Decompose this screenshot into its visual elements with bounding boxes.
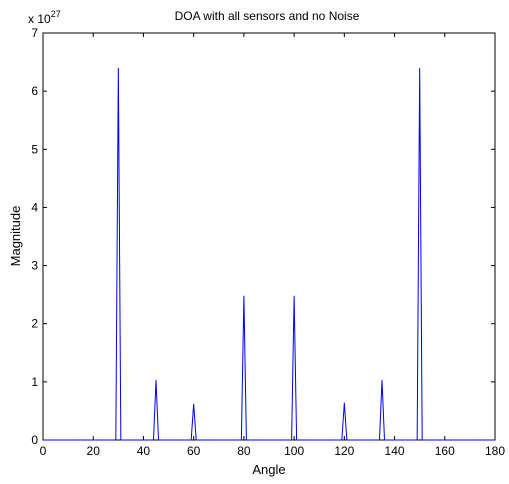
x-tick-label: 160 <box>435 444 455 458</box>
x-tick-label: 180 <box>485 444 505 458</box>
y-tick-label: 0 <box>31 433 38 447</box>
x-axis-label: Angle <box>252 462 285 477</box>
y-exponent-power: 27 <box>51 9 61 19</box>
x-tick-label: 100 <box>284 444 304 458</box>
y-exponent-label: x 1027 <box>28 9 61 26</box>
y-tick-label: 6 <box>31 84 38 98</box>
x-tick-label: 80 <box>237 444 251 458</box>
y-axis-label: Magnitude <box>8 206 23 267</box>
x-tick-label: 0 <box>40 444 47 458</box>
x-tick-label: 40 <box>137 444 151 458</box>
chart-title: DOA with all sensors and no Noise <box>175 9 360 23</box>
doa-series-line <box>43 67 495 441</box>
y-exponent-base: x 10 <box>28 12 51 26</box>
series-group <box>43 67 495 441</box>
y-tick-label: 7 <box>31 26 38 40</box>
x-tick-label: 120 <box>334 444 354 458</box>
axis-ticks: 0 20 40 60 80 100 120 140 160 180 0 1 2 3 4 5 6 7 <box>31 26 505 458</box>
plot-area <box>42 32 496 441</box>
x-tick-label: 20 <box>87 444 101 458</box>
y-tick-label: 3 <box>31 259 38 273</box>
y-tick-label: 2 <box>31 317 38 331</box>
y-tick-label: 5 <box>31 142 38 156</box>
y-tick-label: 1 <box>31 375 38 389</box>
y-tick-label: 4 <box>31 200 38 214</box>
x-tick-label: 140 <box>385 444 405 458</box>
x-tick-label: 60 <box>187 444 201 458</box>
